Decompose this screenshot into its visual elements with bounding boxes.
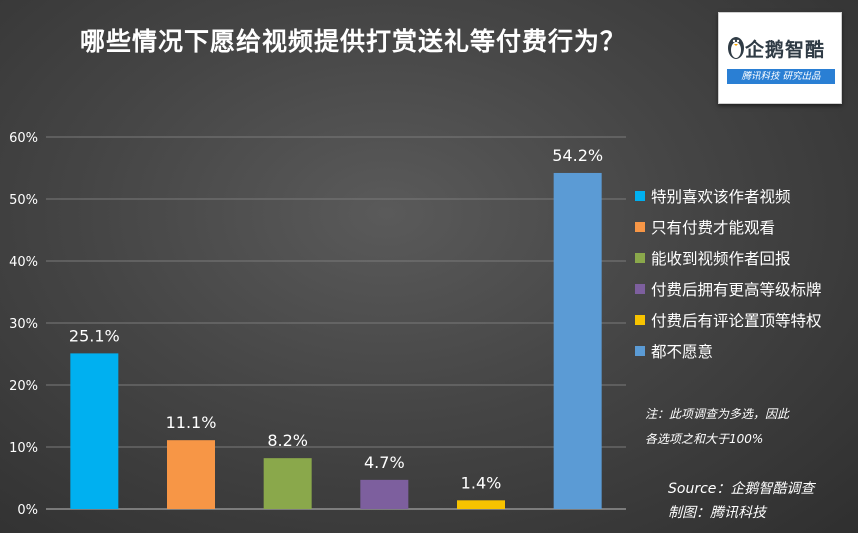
y-tick-label: 0% <box>17 503 38 518</box>
bar <box>167 440 215 509</box>
bar <box>263 458 312 509</box>
source-line-2: 制图：腾讯科技 <box>668 505 766 521</box>
source-credit: Source：企鹅智酷调查 制图：腾讯科技 <box>668 477 814 525</box>
legend-label: 付费后拥有更高等级标牌 <box>651 280 822 299</box>
bar <box>553 172 602 509</box>
legend-label: 都不愿意 <box>651 342 714 361</box>
data-label: 25.1% <box>69 326 120 345</box>
legend-item: 付费后有评论置顶等特权 <box>635 304 822 335</box>
brand-logo: 企鹅智酷 腾讯科技 研究出品 <box>718 12 842 104</box>
source-line-1: Source：企鹅智酷调查 <box>668 481 815 497</box>
chart-legend: 特别喜欢该作者视频 只有付费才能观看 能收到视频作者回报付费后拥有更高等级标牌 付费后… <box>635 180 822 366</box>
logo-tagline: 腾讯科技 研究出品 <box>727 69 835 84</box>
legend-item: 付费后拥有更高等级标牌 <box>635 273 822 304</box>
legend-swatch <box>635 252 645 263</box>
data-label: 11.1% <box>166 413 217 432</box>
bar <box>360 479 409 509</box>
data-label: 4.7% <box>364 453 405 472</box>
legend-label: 特别喜欢该作者视频 <box>651 187 791 206</box>
y-tick-label: 50% <box>9 193 38 208</box>
data-label: 8.2% <box>267 431 308 450</box>
legend-label: 只有付费才能观看 <box>651 218 776 237</box>
legend-label: 付费后有评论置顶等特权 <box>651 311 822 330</box>
legend-label: 能收到视频作者回报 <box>651 249 791 268</box>
data-label: 54.2% <box>552 146 603 165</box>
bar <box>70 353 119 509</box>
legend-item: 都不愿意 <box>635 335 822 366</box>
legend-swatch <box>635 283 645 294</box>
penguin-icon <box>728 37 744 59</box>
legend-item: 特别喜欢该作者视频 <box>635 180 822 211</box>
legend-swatch <box>635 345 645 356</box>
y-tick-label: 20% <box>9 379 38 394</box>
note-line-1: 注：此项调查为多选，因此 <box>645 407 790 421</box>
legend-item: 只有付费才能观看 <box>635 211 822 242</box>
chart-title: 哪些情况下愿给视频提供打赏送礼等付费行为？ <box>80 27 627 56</box>
y-tick-label: 10% <box>9 441 38 456</box>
bar <box>457 500 505 509</box>
legend-swatch <box>635 314 645 325</box>
survey-note: 注：此项调查为多选，因此 各选项之和大于100% <box>645 402 789 452</box>
note-line-2: 各选项之和大于100% <box>645 432 764 446</box>
logo-name: 企鹅智酷 <box>745 39 826 61</box>
legend-item: 能收到视频作者回报 <box>635 242 822 273</box>
legend-swatch <box>635 190 645 201</box>
data-label: 1.4% <box>461 473 502 492</box>
y-tick-label: 40% <box>9 255 38 270</box>
y-tick-label: 30% <box>9 317 38 332</box>
legend-swatch <box>635 221 645 232</box>
y-tick-label: 60% <box>9 131 38 146</box>
